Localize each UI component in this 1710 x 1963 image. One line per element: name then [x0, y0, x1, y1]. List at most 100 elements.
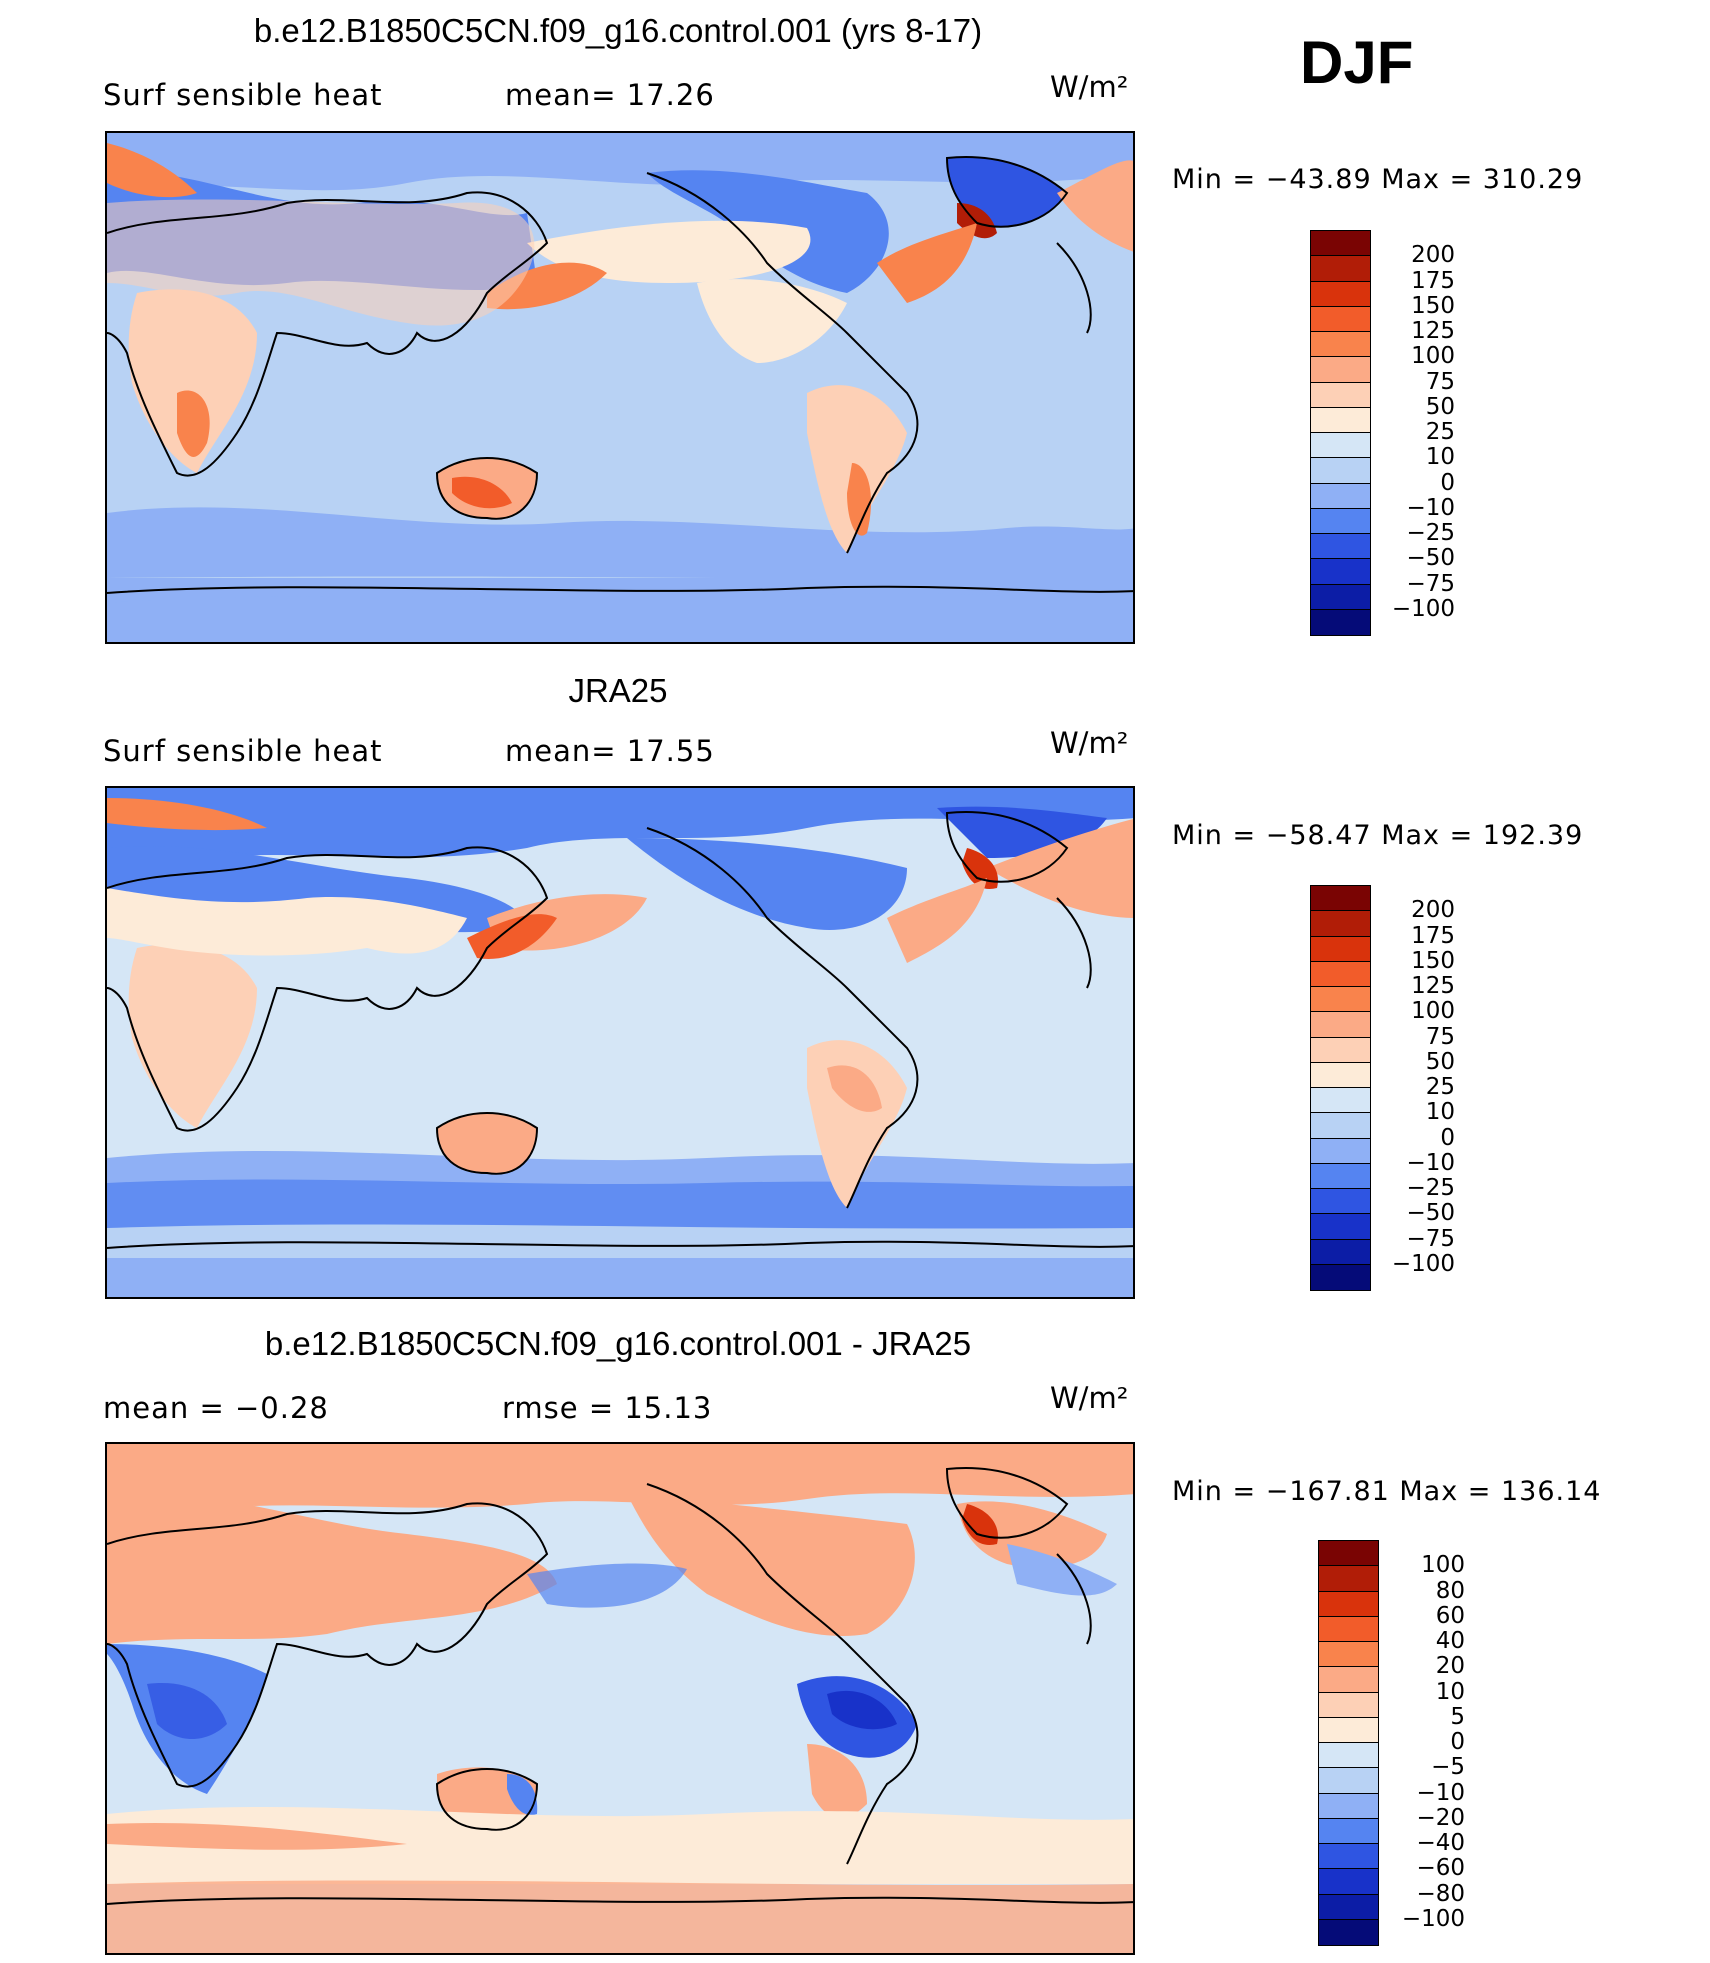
colorbar-swatch: [1311, 407, 1370, 433]
colorbar-tick-label: 150: [1411, 947, 1455, 974]
colorbar-tick-label: 80: [1435, 1577, 1465, 1604]
panel2-mean-label: mean= 17.55: [505, 734, 715, 768]
colorbar-swatch: [1311, 1239, 1370, 1265]
panel3-colorbar: [1318, 1540, 1379, 1946]
panel2-map-svg: [107, 788, 1133, 1297]
colorbar-tick-label: 25: [1425, 1074, 1455, 1100]
colorbar-swatch: [1319, 1793, 1378, 1819]
panel3-rmse-label: rmse = 15.13: [502, 1391, 713, 1425]
season-label: DJF: [1300, 29, 1414, 96]
colorbar-tick-label: −10: [1406, 1149, 1455, 1176]
colorbar-tick-label: 100: [1411, 343, 1455, 370]
colorbar-tick-label: −50: [1406, 1200, 1455, 1227]
panel2-map: [105, 786, 1135, 1299]
colorbar-tick-label: 0: [1440, 1124, 1455, 1151]
panel1-colorbar-labels: 200 175 150 125 100 75 50 25 10 0 −10 −25 −50 −75 −100: [1385, 230, 1455, 636]
panel2-variable-label: Surf sensible heat: [103, 734, 383, 768]
colorbar-swatch: [1319, 1642, 1378, 1668]
colorbar-tick-label: 175: [1411, 922, 1455, 949]
colorbar-swatch: [1311, 534, 1370, 560]
colorbar-tick-label: 125: [1411, 318, 1455, 344]
colorbar-swatch: [1311, 332, 1370, 358]
colorbar-tick-label: −75: [1406, 1225, 1455, 1252]
colorbar-swatch: [1319, 1768, 1378, 1794]
colorbar-swatch: [1311, 1088, 1370, 1114]
colorbar-swatch: [1311, 1138, 1370, 1164]
panel1-title: b.e12.B1850C5CN.f09_g16.control.001 (yrs…: [253, 12, 983, 49]
colorbar-swatch: [1311, 357, 1370, 383]
panel1-units: W/m²: [1050, 70, 1129, 104]
panel2-units: W/m²: [1050, 726, 1129, 760]
colorbar-swatch: [1311, 886, 1370, 912]
colorbar-tick-label: −100: [1391, 595, 1455, 622]
colorbar-swatch: [1311, 1037, 1370, 1063]
colorbar-swatch: [1311, 256, 1370, 282]
colorbar-swatch: [1319, 1894, 1378, 1920]
colorbar-tick-label: 100: [1411, 998, 1455, 1025]
colorbar-tick-label: −50: [1406, 545, 1455, 572]
colorbar-swatch: [1311, 306, 1370, 332]
colorbar-tick-label: 175: [1411, 267, 1455, 294]
colorbar-swatch: [1319, 1844, 1378, 1870]
colorbar-tick-label: 150: [1411, 292, 1455, 319]
colorbar-tick-label: 75: [1425, 368, 1455, 395]
colorbar-swatch: [1319, 1667, 1378, 1693]
colorbar-swatch: [1311, 1264, 1370, 1290]
panel1-variable-label: Surf sensible heat: [103, 78, 383, 112]
colorbar-swatch: [1319, 1717, 1378, 1743]
colorbar-tick-label: 40: [1435, 1628, 1465, 1654]
colorbar-tick-label: 200: [1411, 897, 1455, 924]
colorbar-swatch: [1311, 609, 1370, 635]
colorbar-tick-label: 50: [1425, 393, 1455, 420]
colorbar-swatch: [1311, 1214, 1370, 1240]
panel2-title: JRA25: [568, 672, 668, 709]
colorbar-swatch: [1319, 1869, 1378, 1895]
panel3-units: W/m²: [1050, 1381, 1129, 1415]
colorbar-swatch: [1311, 508, 1370, 534]
colorbar-swatch: [1311, 1189, 1370, 1215]
colorbar-tick-label: −25: [1406, 520, 1455, 546]
colorbar-swatch: [1319, 1919, 1378, 1945]
colorbar-swatch: [1311, 433, 1370, 459]
panel2-colorbar-labels: 200 175 150 125 100 75 50 25 10 0 −10 −25 −50 −75 −100: [1385, 885, 1455, 1291]
colorbar-tick-label: −100: [1391, 1250, 1455, 1277]
colorbar-tick-label: −40: [1416, 1830, 1465, 1856]
panel2-minmax: Min = −58.47 Max = 192.39: [1172, 820, 1584, 851]
colorbar-swatch: [1311, 1163, 1370, 1189]
colorbar-swatch: [1311, 231, 1370, 257]
colorbar-swatch: [1319, 1818, 1378, 1844]
panel3-map: [105, 1442, 1135, 1955]
colorbar-tick-label: 25: [1425, 419, 1455, 445]
panel1-colorbar: [1310, 230, 1371, 636]
colorbar-swatch: [1311, 1113, 1370, 1139]
colorbar-swatch: [1311, 987, 1370, 1013]
colorbar-tick-label: −25: [1406, 1175, 1455, 1201]
colorbar-swatch: [1319, 1743, 1378, 1769]
colorbar-tick-label: −5: [1431, 1754, 1465, 1781]
colorbar-tick-label: 75: [1425, 1023, 1455, 1050]
panel2-colorbar: [1310, 885, 1371, 1291]
colorbar-tick-label: −80: [1416, 1880, 1465, 1907]
colorbar-tick-label: 10: [1435, 1678, 1465, 1705]
colorbar-swatch: [1311, 936, 1370, 962]
colorbar-tick-label: 125: [1411, 973, 1455, 999]
colorbar-tick-label: 20: [1435, 1653, 1465, 1680]
panel1-minmax: Min = −43.89 Max = 310.29: [1172, 164, 1584, 195]
colorbar-tick-label: 200: [1411, 242, 1455, 269]
colorbar-swatch: [1311, 458, 1370, 484]
colorbar-swatch: [1311, 1062, 1370, 1088]
colorbar-tick-label: 10: [1425, 444, 1455, 471]
colorbar-swatch: [1311, 961, 1370, 987]
colorbar-tick-label: 10: [1425, 1099, 1455, 1126]
colorbar-tick-label: 100: [1421, 1552, 1465, 1579]
colorbar-swatch: [1311, 382, 1370, 408]
colorbar-tick-label: −10: [1416, 1779, 1465, 1806]
panel3-mean-label: mean = −0.28: [103, 1391, 329, 1425]
panel1-map: [105, 131, 1135, 644]
colorbar-tick-label: 0: [1440, 469, 1455, 496]
colorbar-swatch: [1311, 483, 1370, 509]
colorbar-tick-label: 50: [1425, 1048, 1455, 1075]
panel3-minmax: Min = −167.81 Max = 136.14: [1172, 1476, 1602, 1507]
colorbar-swatch: [1311, 281, 1370, 307]
colorbar-swatch: [1311, 559, 1370, 585]
